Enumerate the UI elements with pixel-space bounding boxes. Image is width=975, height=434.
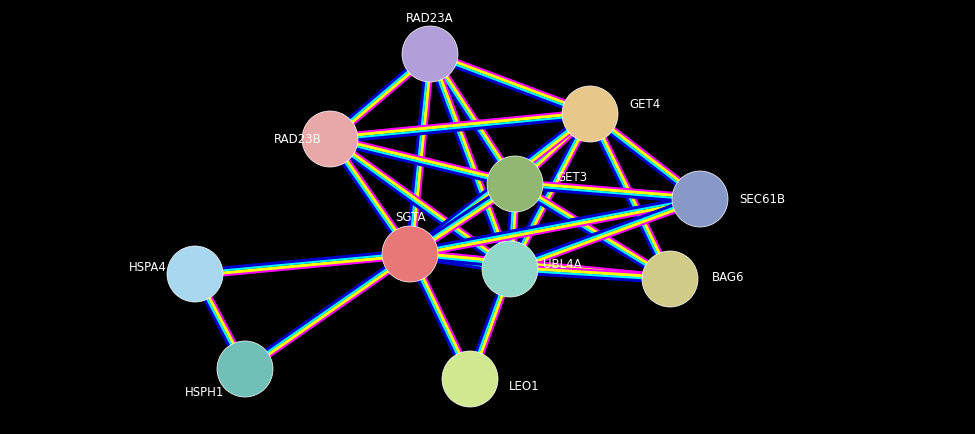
Text: SEC61B: SEC61B [739, 193, 785, 206]
Circle shape [167, 247, 223, 302]
Circle shape [442, 351, 498, 407]
Text: GET3: GET3 [557, 171, 588, 184]
Text: BAG6: BAG6 [712, 271, 744, 284]
Circle shape [562, 87, 618, 143]
Circle shape [217, 341, 273, 397]
Circle shape [642, 251, 698, 307]
Text: HSPH1: HSPH1 [185, 386, 224, 398]
Circle shape [672, 171, 728, 227]
Circle shape [487, 157, 543, 213]
Circle shape [302, 112, 358, 168]
Text: UBL4A: UBL4A [543, 258, 581, 271]
Text: RAD23A: RAD23A [407, 11, 453, 24]
Text: HSPA4: HSPA4 [129, 261, 167, 274]
Circle shape [482, 241, 538, 297]
Text: SGTA: SGTA [395, 211, 425, 224]
Text: RAD23B: RAD23B [274, 133, 322, 146]
Text: GET4: GET4 [630, 98, 661, 111]
Circle shape [402, 27, 458, 83]
Text: LEO1: LEO1 [509, 380, 539, 393]
Circle shape [382, 227, 438, 283]
